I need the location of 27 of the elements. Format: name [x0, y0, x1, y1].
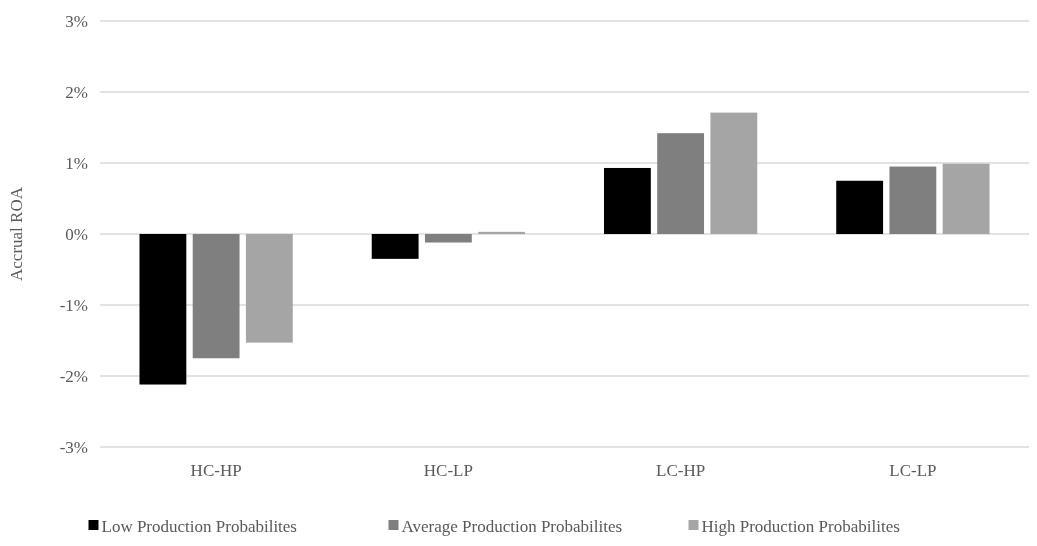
bar: [710, 112, 758, 234]
bar: [657, 133, 705, 234]
y-tick-label: 1%: [65, 153, 88, 173]
x-tick-label: LC-LP: [889, 461, 937, 480]
y-tick-label: -3%: [59, 437, 88, 457]
y-tick-label: -1%: [59, 295, 88, 315]
bar: [603, 167, 651, 234]
y-tick-label: -2%: [59, 366, 88, 386]
y-tick-label: 0%: [65, 224, 88, 244]
bar: [371, 234, 419, 259]
bar: [192, 234, 240, 359]
y-tick-label: 3%: [65, 11, 88, 31]
legend-label: Low Production Probabilites: [101, 516, 297, 536]
bar: [139, 234, 187, 385]
y-tick-label: 2%: [65, 82, 88, 102]
x-tick-label: HC-HP: [190, 461, 242, 480]
legend-label: Average Production Probabilites: [401, 516, 623, 536]
x-tick-label: HC-LP: [423, 461, 473, 480]
bar: [424, 234, 472, 243]
bar: [889, 166, 937, 234]
legend-label: High Production Probabilites: [701, 516, 900, 536]
bar: [478, 231, 526, 234]
x-tick-label: LC-HP: [656, 461, 706, 480]
y-axis-title: Accrual ROA: [7, 186, 26, 281]
bar: [942, 163, 990, 234]
bar: [245, 234, 293, 343]
bar: [836, 180, 884, 234]
